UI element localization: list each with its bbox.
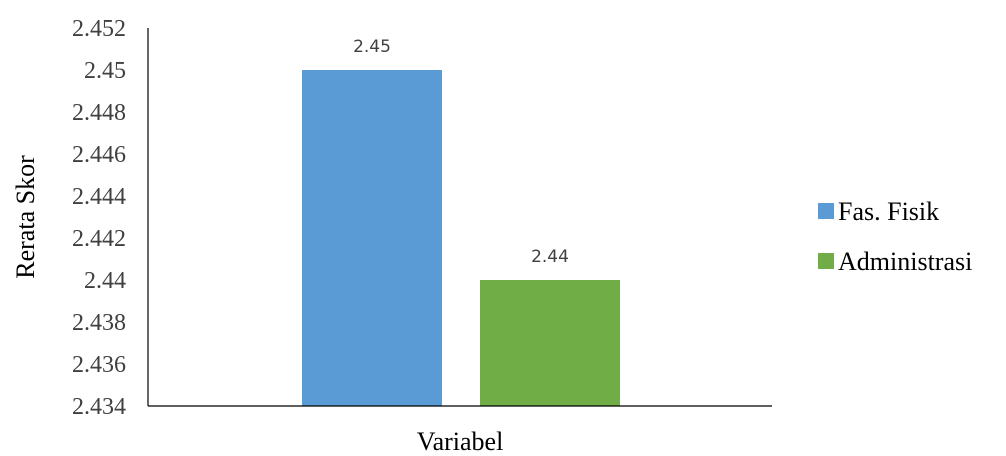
- y-tick-label: 2.438: [72, 310, 126, 336]
- legend-label: Fas. Fisik: [838, 197, 939, 226]
- legend-swatch: [818, 253, 834, 269]
- y-tick-label: 2.436: [72, 352, 126, 378]
- bar-fas-fisik: [302, 70, 442, 406]
- y-tick-label: 2.442: [72, 226, 126, 252]
- data-label: 2.45: [353, 37, 391, 57]
- legend-label: Administrasi: [838, 247, 972, 276]
- y-tick-label: 2.444: [72, 184, 126, 210]
- data-labels: 2.45 2.44: [353, 37, 569, 267]
- y-tick-labels: 2.452 2.45 2.448 2.446 2.444 2.442 2.44 2.438 2.…: [72, 16, 126, 420]
- legend: Fas. Fisik Administrasi: [818, 197, 972, 276]
- y-tick-label: 2.45: [84, 58, 126, 84]
- y-tick-label: 2.448: [72, 100, 126, 126]
- y-tick-label: 2.434: [72, 394, 126, 420]
- y-axis-title: Rerata Skor: [11, 155, 40, 279]
- y-tick-label: 2.44: [84, 268, 126, 294]
- legend-swatch: [818, 203, 834, 219]
- y-tick-label: 2.452: [72, 16, 126, 42]
- bars: [302, 70, 620, 406]
- y-tick-label: 2.446: [72, 142, 126, 168]
- bar-administrasi: [480, 280, 620, 406]
- data-label: 2.44: [531, 247, 569, 267]
- x-axis-title: Variabel: [417, 427, 504, 456]
